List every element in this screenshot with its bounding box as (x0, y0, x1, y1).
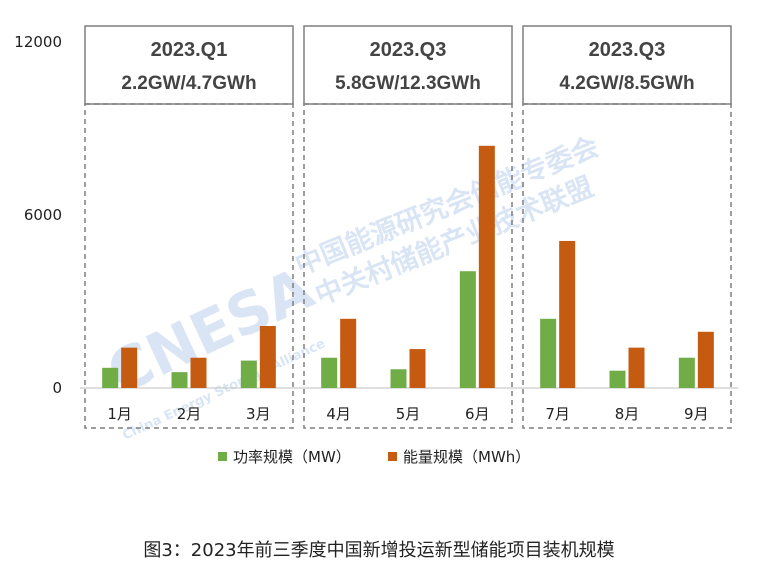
quarter-title: 2023.Q1 (151, 39, 228, 61)
y-tick-label: 0 (52, 379, 62, 397)
energy-bar-6 (478, 145, 495, 388)
legend-item-1: 功率规模（MW） (218, 448, 351, 466)
quarter-total: 5.8GW/12.3GWh (335, 73, 481, 94)
legend: 功率规模（MW） 能量规模（MWh） (218, 448, 530, 466)
energy-bar-2 (190, 357, 207, 388)
quarter-total: 2.2GW/4.7GWh (121, 73, 256, 94)
energy-bar-9 (697, 331, 714, 388)
legend-label: 能量规模（MWh） (403, 448, 530, 466)
quarter-panel-2: 2023.Q3 5.8GW/12.3GWh (303, 25, 513, 429)
bar-chart: CNESA 中国能源研究会储能专委会 中关村储能产业技术联盟 China Ene… (14, 25, 738, 466)
quarter-frames: 2023.Q12.2GW/4.7GWh2023.Q35.8GW/12.3GWh2… (84, 25, 732, 429)
power-bar-6 (459, 271, 476, 388)
quarter-dashed-box (303, 103, 513, 429)
quarter-panel-1: 2023.Q1 2.2GW/4.7GWh (84, 25, 294, 429)
power-bar-8 (609, 370, 626, 388)
x-axis-labels: 1月 2月 3月 4月 5月 6月 7月 8月 9月 (107, 405, 708, 423)
legend-label: 功率规模（MW） (233, 448, 351, 466)
x-tick-label: 5月 (396, 405, 421, 423)
x-tick-label: 6月 (465, 405, 490, 423)
power-bar-2 (171, 372, 188, 388)
x-tick-label: 8月 (615, 405, 640, 423)
x-tick-label: 9月 (684, 405, 709, 423)
legend-swatch (388, 452, 397, 461)
quarter-dashed-box (84, 103, 294, 429)
chart-area: CNESA 中国能源研究会储能专委会 中关村储能产业技术联盟 China Ene… (14, 25, 738, 466)
energy-bar-1 (121, 347, 138, 388)
energy-bar-5 (409, 349, 426, 388)
quarter-title: 2023.Q3 (589, 39, 666, 61)
y-tick-label: 6000 (24, 206, 62, 224)
x-tick-label: 4月 (326, 405, 351, 423)
power-bar-5 (390, 369, 407, 388)
power-bar-9 (678, 357, 695, 388)
quarter-total: 4.2GW/8.5GWh (559, 73, 694, 94)
energy-bar-8 (628, 347, 645, 388)
power-bar-3 (240, 360, 257, 388)
energy-bar-3 (259, 326, 276, 388)
y-tick-label: 12000 (14, 33, 62, 51)
x-tick-label: 1月 (107, 405, 132, 423)
quarter-header-box (303, 25, 513, 105)
watermark: CNESA 中国能源研究会储能专委会 中关村储能产业技术联盟 China Ene… (97, 130, 603, 443)
figure-caption: 图3：2023年前三季度中国新增投运新型储能项目装机规模 (143, 540, 615, 561)
power-bar-7 (540, 318, 557, 388)
quarter-dashed-box (522, 103, 732, 429)
energy-bar-7 (559, 240, 576, 388)
axes: 0 6000 12000 (14, 33, 738, 397)
x-tick-label: 7月 (545, 405, 570, 423)
legend-swatch (218, 452, 227, 461)
x-tick-label: 2月 (177, 405, 202, 423)
legend-item-2: 能量规模（MWh） (388, 448, 530, 466)
x-tick-label: 3月 (246, 405, 271, 423)
power-bar-1 (102, 367, 119, 388)
quarter-panel-3: 2023.Q3 4.2GW/8.5GWh (522, 25, 732, 429)
power-bar-4 (321, 357, 338, 388)
bars (102, 145, 714, 388)
quarter-title: 2023.Q3 (370, 39, 447, 61)
energy-bar-4 (340, 318, 357, 388)
quarter-header-box (84, 25, 294, 105)
